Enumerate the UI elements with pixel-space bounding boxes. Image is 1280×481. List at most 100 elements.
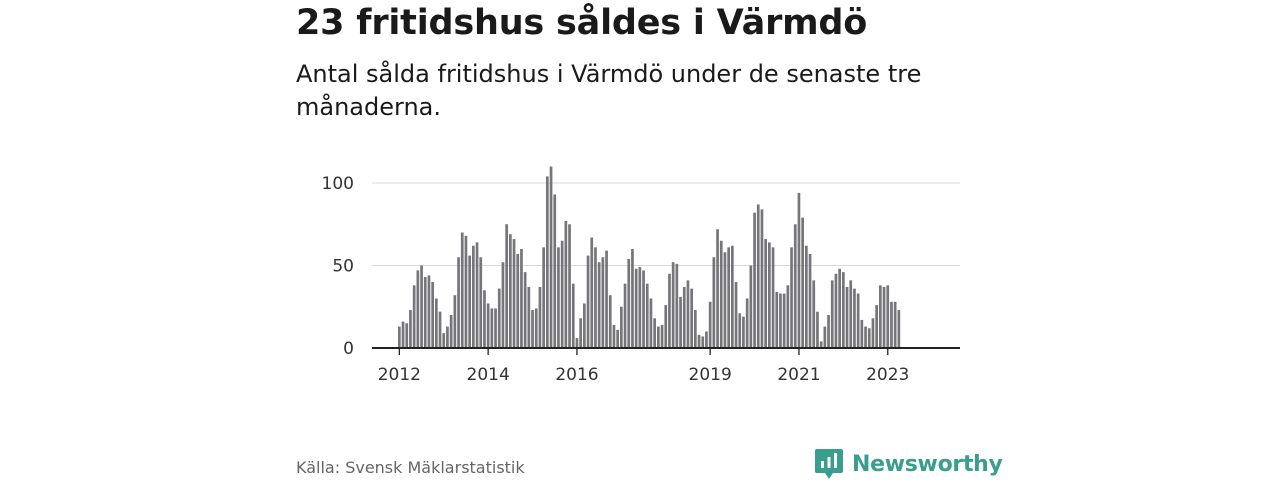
bar [753,212,756,348]
x-tick-label: 2019 [689,365,732,385]
bar [538,286,542,348]
data-labels: 23 [903,0,925,5]
bar [775,291,779,348]
bar [427,275,431,348]
bars [398,166,901,348]
bar [560,240,564,348]
bar [409,310,412,348]
bar [553,194,557,348]
bar [694,310,697,348]
bar [631,249,634,348]
bar [812,280,816,348]
bar [816,311,819,348]
bar [790,247,793,348]
bar [542,247,545,348]
bar [479,257,483,348]
bar [401,321,405,348]
bar [793,224,797,348]
data-label: 23 [903,0,925,5]
bar [671,262,675,348]
bar [575,338,579,348]
bar [601,257,605,348]
bar [472,245,475,348]
bar [420,265,423,348]
bar [719,240,723,348]
bar [516,253,520,348]
bar [890,301,893,348]
bar [756,204,760,348]
bar [808,253,812,348]
bar [723,252,727,348]
bar [405,323,409,348]
bar [742,316,745,348]
bar [435,298,438,348]
bar [786,285,790,348]
bar [764,239,767,348]
bar [457,257,460,348]
y-tick-label: 0 [343,339,354,359]
bar [738,313,742,348]
bar [860,319,864,348]
bar [520,249,523,348]
bar [497,288,501,348]
bar [697,334,701,348]
bar [531,310,534,348]
bar [438,311,442,348]
bar [801,217,804,348]
bar [501,262,505,348]
bar [805,245,808,348]
bar [882,286,886,348]
bar [745,298,749,348]
bar [638,267,642,348]
bar [734,282,738,348]
bar [527,286,531,348]
bar [668,273,671,348]
bar [679,296,682,348]
x-tick-label: 2012 [378,365,421,385]
bar [612,324,616,348]
bar [449,315,453,348]
y-tick-label: 100 [322,174,354,194]
bar [494,308,497,348]
bar [853,288,856,348]
bar [579,318,582,348]
brand-name: Newsworthy [852,451,1003,477]
bar [523,272,527,348]
bar [731,245,734,348]
bar [642,270,645,348]
x-tick-label: 2021 [777,365,820,385]
x-tick-label: 2023 [866,365,909,385]
bar [838,268,841,348]
bar [634,268,638,348]
bar [412,285,416,348]
bar [464,235,468,348]
bar [797,192,801,348]
brand-logo[interactable]: Newsworthy [814,447,1003,481]
bar [649,298,653,348]
bar [749,265,753,348]
bar [546,176,549,348]
bar [682,286,686,348]
bar [864,326,867,348]
bar [768,242,771,348]
bar [586,255,590,348]
bar [468,255,471,348]
bar [771,247,775,348]
bar [605,250,608,348]
bar [590,237,594,348]
bar [664,305,668,348]
bar [623,283,627,348]
bar [509,234,512,348]
bar [727,247,730,348]
bar [486,303,490,348]
bar [534,308,538,348]
bar [875,305,878,348]
bar [886,285,890,348]
bar [849,280,853,348]
bar [879,285,882,348]
bar [475,242,479,348]
bar [549,166,553,348]
bar [823,326,827,348]
